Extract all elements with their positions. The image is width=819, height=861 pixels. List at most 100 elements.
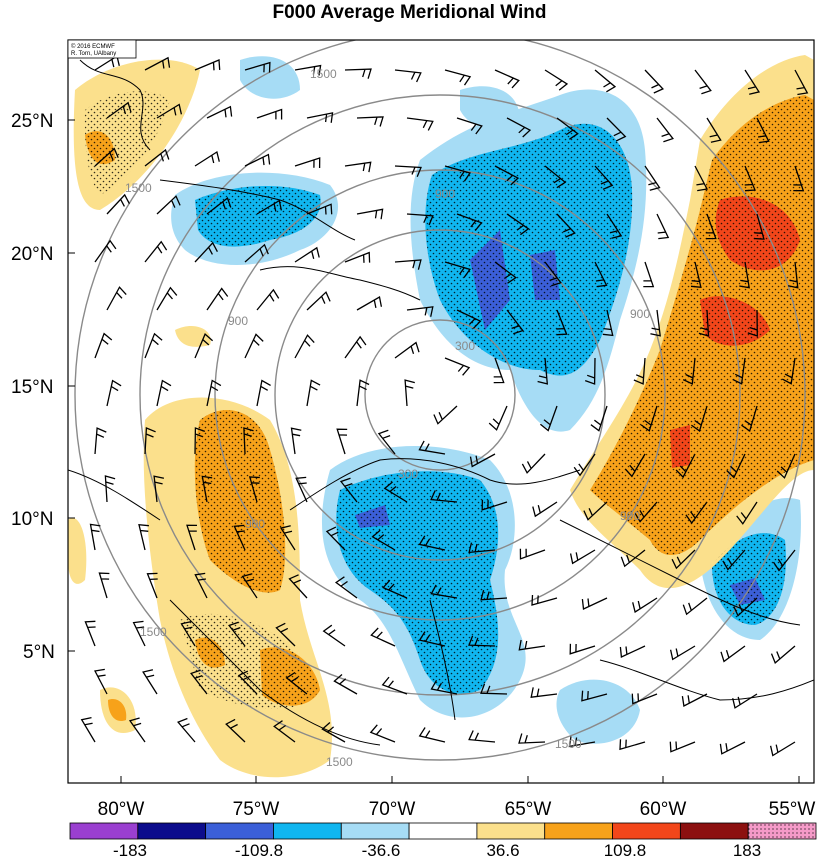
wind-barb [406,306,434,317]
wind-barb [521,453,546,474]
wind-barb [776,453,796,479]
wind-barb [144,427,156,455]
lat-label: 10°N [11,509,53,530]
contour-label: 1500 [125,181,152,195]
wind-barb [430,679,458,695]
wind-barb [569,549,596,565]
wind-barb [705,213,717,240]
wind-barb [640,405,658,432]
colorbar-segment [476,822,546,840]
wind-barb [741,405,758,433]
wind-barb [539,405,558,432]
wind-barb [241,573,258,599]
colorbar-label: 109.8 [604,841,647,860]
contour-label: 1500 [310,67,337,81]
wind-barb [656,117,674,143]
wind-barb [739,261,750,289]
colorbar-segment [544,822,613,840]
wind-barb [606,117,627,142]
wind-barb [493,357,505,384]
wind-barb [581,597,608,610]
wind-barb [128,717,146,743]
colorbar-segment [747,822,817,840]
wind-barb [444,357,471,376]
contour-label: 900 [228,314,248,328]
wind-barb [104,475,116,503]
wind-barb [444,69,472,86]
wind-barb [685,501,708,525]
wind-barb [619,645,646,658]
wind-barb [285,671,308,695]
wind-barb [94,239,117,263]
wind-barb [506,213,530,236]
wind-barb [733,597,758,617]
wind-barb [256,108,283,120]
wind-barb [290,427,302,455]
wind-barb [726,453,746,479]
wind-barb [494,69,520,89]
wind-barb [206,197,232,215]
wind-barb [480,683,508,695]
wind-barb [772,549,796,572]
wind-barb [156,195,181,215]
wind-barb [106,379,122,407]
wind-barb [606,213,623,239]
wind-barb [787,261,799,289]
wind-barb [556,117,579,140]
wind-barb [248,476,260,503]
contour-label: 900 [630,307,650,321]
wind-barb [537,357,549,385]
wind-barb [675,453,696,479]
wind-barb [644,69,665,94]
wind-barb [106,286,127,311]
wind-barb [142,669,158,695]
wind-barb [144,332,163,359]
plot-area: 1500 1500 900 900 900 300 300 900 900 15… [68,40,814,783]
map-title: F000 Average Meridional Wind [272,2,547,23]
wind-barb [244,153,271,167]
wind-barb [631,693,658,705]
wind-barb [344,68,372,79]
wind-barb [544,69,569,91]
wind-barb [256,199,283,215]
significance-stipple [84,91,814,709]
plot-frame [67,39,815,784]
wind-barb [456,213,483,232]
wind-barb [194,241,218,263]
wind-barb [488,405,508,431]
wind-barb [581,690,608,702]
wind-barb [371,529,396,551]
wind-barb [569,643,596,655]
wind-barb [568,736,596,748]
wind-barb [669,645,696,661]
wind-barb [519,548,546,560]
wind-barb [194,427,206,455]
wind-barb [273,720,296,743]
wind-barb [244,61,271,73]
wind-barb [194,333,214,359]
wind-barb [583,501,608,521]
wind-barb [770,645,796,664]
wind-barb [573,453,596,477]
wind-barb [722,549,746,571]
contour-label: 900 [435,187,455,201]
wind-barb [430,490,458,503]
wind-barb [690,261,702,289]
wind-barb [306,203,333,215]
wind-barb [456,117,483,135]
wind-barb [732,693,758,709]
wind-barb [681,693,708,707]
wind-barb [194,150,220,167]
wind-barb [156,379,172,407]
wind-barb [186,524,198,551]
wind-barb [194,572,208,599]
contour-labels: 1500 1500 900 900 900 300 300 900 900 15… [125,67,650,769]
wind-barb [418,440,446,455]
wind-barb [506,117,532,138]
wind-barb [344,335,367,359]
wind-barb [494,261,517,284]
wind-barb [294,64,322,76]
wind-barb [98,572,110,599]
contour-label: 1500 [555,737,582,751]
wind-barb [506,309,524,335]
